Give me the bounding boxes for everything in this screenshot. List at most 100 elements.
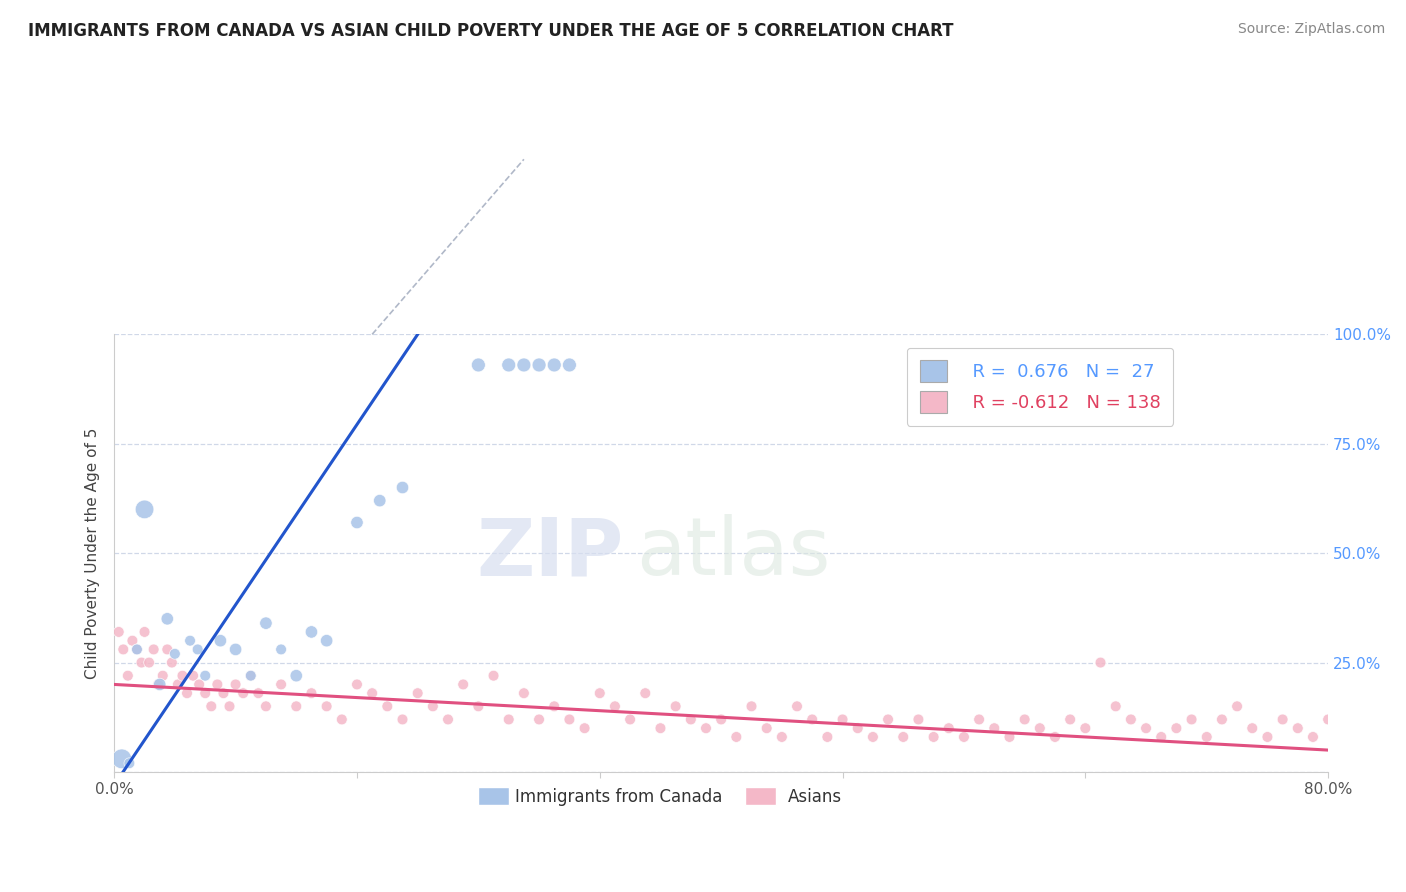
- Point: [134, 502, 156, 516]
- Point: [1180, 713, 1202, 727]
- Point: [831, 713, 853, 727]
- Point: [254, 699, 277, 714]
- Point: [770, 730, 793, 744]
- Point: [225, 642, 247, 657]
- Point: [498, 358, 520, 372]
- Point: [603, 699, 626, 714]
- Text: ZIP: ZIP: [477, 514, 624, 592]
- Point: [891, 730, 914, 744]
- Point: [634, 686, 657, 700]
- Point: [527, 713, 550, 727]
- Point: [218, 699, 240, 714]
- Point: [710, 713, 733, 727]
- Point: [148, 677, 170, 691]
- Point: [815, 730, 838, 744]
- Point: [543, 358, 565, 372]
- Point: [741, 699, 763, 714]
- Point: [877, 713, 900, 727]
- Point: [574, 721, 596, 735]
- Point: [315, 633, 337, 648]
- Point: [801, 713, 824, 727]
- Point: [1241, 721, 1264, 735]
- Point: [391, 481, 413, 495]
- Legend:   R =  0.676   N =  27,   R = -0.612   N = 138: R = 0.676 N = 27, R = -0.612 N = 138: [907, 348, 1174, 426]
- Point: [111, 752, 134, 766]
- FancyBboxPatch shape: [478, 788, 509, 805]
- Point: [451, 677, 474, 691]
- Point: [194, 686, 217, 700]
- Point: [1302, 730, 1324, 744]
- Point: [188, 677, 211, 691]
- Point: [107, 624, 129, 639]
- Point: [467, 358, 489, 372]
- Point: [695, 721, 717, 735]
- Point: [239, 668, 262, 682]
- Point: [163, 647, 186, 661]
- Point: [1195, 730, 1218, 744]
- Point: [513, 358, 536, 372]
- Point: [138, 656, 160, 670]
- Point: [1105, 699, 1128, 714]
- Text: Source: ZipAtlas.com: Source: ZipAtlas.com: [1237, 22, 1385, 37]
- Point: [422, 699, 444, 714]
- Point: [967, 713, 990, 727]
- Point: [922, 730, 945, 744]
- Point: [167, 677, 190, 691]
- Point: [225, 677, 247, 691]
- Point: [1029, 721, 1052, 735]
- Point: [543, 699, 565, 714]
- Point: [121, 633, 143, 648]
- Point: [1014, 713, 1036, 727]
- Point: [527, 358, 550, 372]
- Point: [179, 633, 201, 648]
- Point: [786, 699, 808, 714]
- Point: [301, 686, 323, 700]
- Point: [498, 713, 520, 727]
- Point: [650, 721, 672, 735]
- Point: [209, 633, 232, 648]
- Point: [482, 668, 505, 682]
- Point: [187, 642, 209, 657]
- Point: [725, 730, 748, 744]
- Point: [1074, 721, 1097, 735]
- Y-axis label: Child Poverty Under the Age of 5: Child Poverty Under the Age of 5: [86, 427, 100, 679]
- Point: [665, 699, 688, 714]
- Text: Immigrants from Canada: Immigrants from Canada: [515, 789, 723, 806]
- Point: [1286, 721, 1309, 735]
- Point: [160, 656, 183, 670]
- Point: [998, 730, 1021, 744]
- Point: [679, 713, 702, 727]
- Point: [513, 686, 536, 700]
- Point: [134, 624, 156, 639]
- Point: [558, 713, 581, 727]
- Point: [361, 686, 384, 700]
- Point: [862, 730, 884, 744]
- Point: [112, 642, 135, 657]
- Point: [755, 721, 778, 735]
- Point: [156, 612, 179, 626]
- Point: [125, 642, 148, 657]
- Point: [1226, 699, 1249, 714]
- Point: [131, 656, 153, 670]
- Point: [301, 624, 323, 639]
- Point: [1211, 713, 1233, 727]
- Point: [938, 721, 960, 735]
- Point: [117, 668, 139, 682]
- Point: [1059, 713, 1081, 727]
- Point: [247, 686, 270, 700]
- Point: [194, 668, 217, 682]
- Point: [1150, 730, 1173, 744]
- Point: [1256, 730, 1278, 744]
- Point: [142, 642, 165, 657]
- Point: [232, 686, 254, 700]
- Point: [118, 756, 141, 771]
- Text: atlas: atlas: [636, 514, 831, 592]
- Point: [1043, 730, 1066, 744]
- Point: [1317, 713, 1340, 727]
- Point: [375, 699, 398, 714]
- Point: [152, 668, 174, 682]
- Point: [270, 677, 292, 691]
- Point: [1090, 656, 1112, 670]
- Point: [254, 616, 277, 631]
- Point: [285, 668, 308, 682]
